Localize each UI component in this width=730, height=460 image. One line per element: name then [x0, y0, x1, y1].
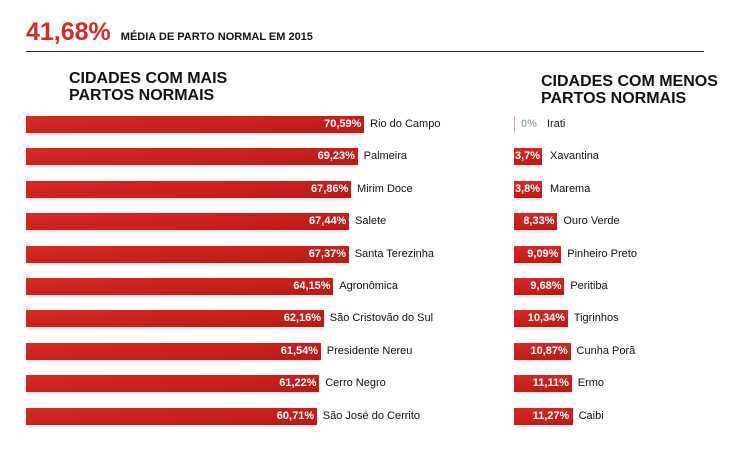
bar-value-label: 10,34% [527, 312, 566, 325]
bar-value-label: 61,22% [279, 377, 317, 390]
bar-value-label: 11,11% [532, 377, 569, 390]
bar-category-label: Agronômica [339, 280, 398, 292]
bar [514, 278, 565, 295]
left-chart-title: CIDADES COM MAIS PARTOS NORMAIS [69, 70, 228, 104]
bar-value-label: 0% [521, 118, 537, 130]
bar-value-label: 8,33% [523, 215, 555, 228]
bar [26, 180, 352, 198]
bar [26, 407, 317, 425]
divider [26, 51, 704, 52]
bar-value-label: 61,54% [280, 344, 319, 357]
bar-category-label: Peritiba [570, 280, 608, 292]
bar-category-label: Presidente Nereu [326, 344, 413, 357]
bar [514, 213, 558, 231]
bar-category-label: Tigrinhos [573, 312, 619, 325]
bar-value-label: 62,16% [283, 312, 322, 325]
bar [26, 213, 350, 231]
bar [26, 310, 324, 328]
bar-category-label: Marema [550, 182, 591, 195]
bar [514, 148, 542, 166]
bar-value-label: 9,68% [530, 280, 562, 292]
bar-category-label: São Cristovão do Sul [329, 312, 434, 325]
bar-category-label: Irati [547, 118, 566, 130]
bar-value-label: 67,86% [311, 182, 349, 195]
bar-category-label: Mirim Doce [357, 182, 413, 195]
bar [514, 310, 568, 328]
bar [514, 375, 572, 393]
bar [26, 245, 349, 263]
right-chart-title: CIDADES COM MENOS PARTOS NORMAIS [541, 73, 718, 107]
bar-category-label: Pinheiro Preto [567, 247, 637, 260]
bar-value-label: 60,71% [276, 409, 315, 422]
bar [514, 245, 562, 263]
bar-value-label: 64,15% [293, 280, 331, 292]
bar [514, 342, 571, 360]
bar-category-label: Ermo [577, 377, 605, 390]
bar [26, 278, 334, 295]
bar-category-label: Santa Terezinha [354, 247, 434, 260]
bar-value-label: 3,7% [515, 150, 541, 163]
bar-value-label: 10,87% [530, 344, 568, 357]
bar-value-label: 67,37% [308, 247, 346, 260]
average-value: 41,68% [26, 18, 111, 46]
bar-value-label: 70,59% [324, 118, 362, 130]
bar-category-label: Rio do Campo [370, 118, 441, 130]
bar [26, 342, 321, 360]
bar-value-label: 67,44% [309, 215, 347, 228]
bar-value-label: 9,09% [527, 247, 559, 260]
bar-category-label: Cunha Porã [576, 344, 636, 357]
bar-category-label: Ouro Verde [563, 215, 620, 228]
header: 41,68% MÉDIA DE PARTO NORMAL EM 2015 [26, 18, 313, 47]
bar-category-label: São José do Cerrito [322, 409, 421, 422]
bar [26, 375, 320, 393]
bar-category-label: Salete [355, 215, 387, 228]
average-label: MÉDIA DE PARTO NORMAL EM 2015 [120, 31, 313, 43]
bar-category-label: Caibi [578, 409, 604, 422]
bar-category-label: Cerro Negro [325, 377, 386, 390]
bar-value-label: 11,27% [532, 409, 570, 422]
bar [514, 180, 542, 198]
bar-category-label: Xavantina [550, 150, 599, 163]
bar [26, 116, 365, 133]
bar-value-label: 3,8% [515, 182, 541, 195]
bar [26, 148, 358, 166]
bar [514, 407, 573, 425]
bar-value-label: 69,23% [317, 150, 355, 163]
bar [514, 116, 515, 133]
bar-category-label: Palmeira [363, 150, 408, 163]
